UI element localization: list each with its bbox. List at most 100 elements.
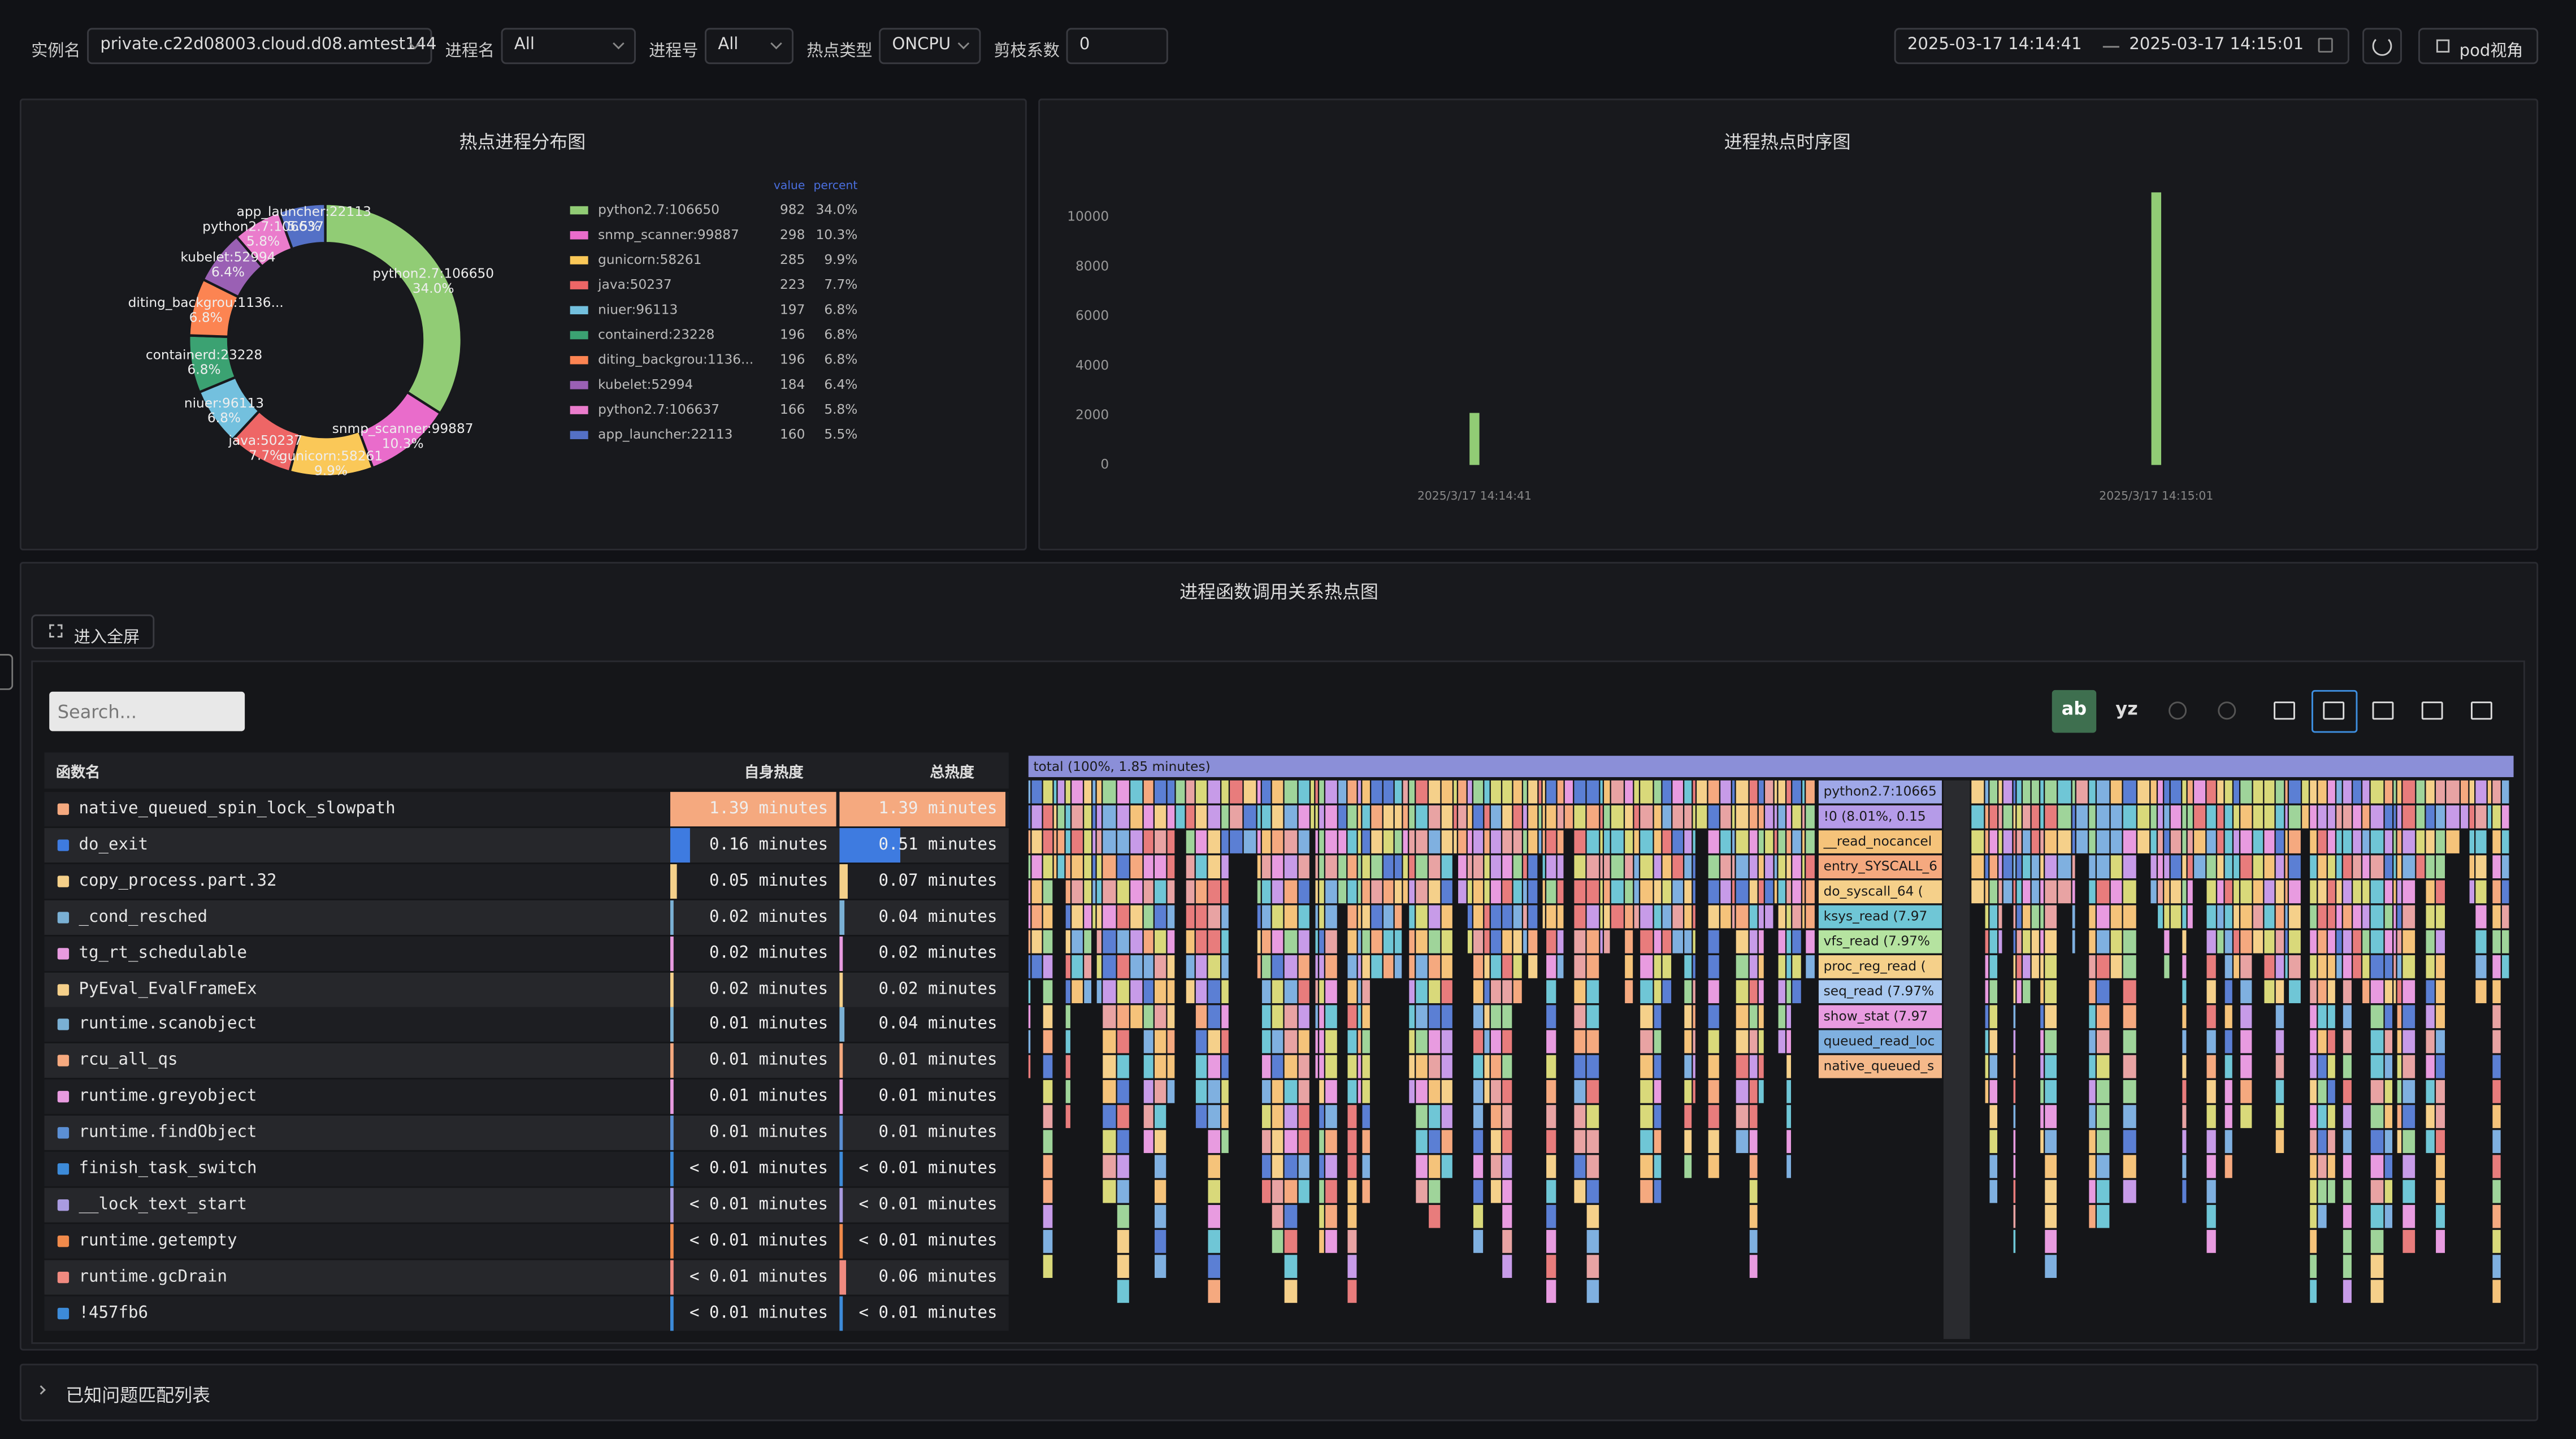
fullscreen-button[interactable] (31, 614, 155, 649)
flame-frame-block (1765, 855, 1773, 879)
y-tick-label: 10000 (1067, 209, 1109, 224)
table-row[interactable] (44, 1008, 1009, 1043)
flame-frame-block (2097, 880, 2110, 904)
flame-frame-block (2436, 880, 2445, 904)
flame-frame-block (1371, 905, 1382, 929)
search-placeholder: Search... (57, 701, 137, 723)
toolbar-active[interactable] (2312, 690, 2358, 733)
flame-frame-block (1502, 1255, 1512, 1278)
flame-frame-block (1284, 1105, 1298, 1128)
flame-frame-block (1806, 830, 1815, 853)
flame-frame-block (1985, 905, 1989, 929)
flame-frame-block (1261, 930, 1271, 953)
flame-frame-block (2123, 780, 2136, 804)
flame-frame-block (1319, 1155, 1324, 1178)
flame-frame-block (2206, 905, 2216, 929)
row-name: runtime.gcDrain (79, 1268, 228, 1286)
side-tab[interactable] (0, 653, 14, 690)
flame-frame-block (2397, 880, 2402, 904)
table-row[interactable] (44, 1295, 1009, 1330)
flame-frame-block (2384, 1180, 2392, 1203)
date-range[interactable] (1894, 28, 2349, 64)
toolbar-icon[interactable] (2421, 701, 2443, 720)
total-bar (839, 972, 843, 1007)
flame-frame-block (1736, 855, 1749, 879)
table-row[interactable] (44, 1043, 1009, 1078)
flame-frame-block (2234, 955, 2239, 978)
flame-frame-block (1261, 1080, 1271, 1103)
table-row[interactable] (44, 1151, 1009, 1186)
flame-frame-block (1383, 880, 1394, 904)
toolbar-yz[interactable]: yz (2115, 698, 2138, 720)
filter-select[interactable] (87, 28, 432, 64)
flame-frame-block (2285, 955, 2288, 978)
flame-frame-block (1684, 880, 1692, 904)
flame-frame-block (1347, 905, 1357, 929)
flame-frame-block (1786, 955, 1792, 978)
flame-frame-block (1371, 955, 1382, 978)
flame-frame-block (1362, 1030, 1370, 1054)
flame-frame-block (1708, 780, 1719, 804)
table-row[interactable] (44, 864, 1009, 899)
flame-frame-block (2170, 830, 2182, 853)
table-row[interactable] (44, 900, 1009, 935)
filter-select[interactable] (879, 28, 981, 64)
table-row[interactable] (44, 1116, 1009, 1151)
flame-frame-block (2475, 805, 2487, 829)
flame-frame-block (1284, 1130, 1298, 1154)
table-row[interactable] (44, 1080, 1009, 1115)
known-issues-panel[interactable] (19, 1363, 2539, 1421)
table-row[interactable] (44, 972, 1009, 1007)
flame-frame-block (1358, 805, 1361, 829)
prune-input[interactable] (1066, 28, 1168, 64)
flame-frame-block (1167, 1080, 1175, 1103)
filter-select[interactable] (705, 28, 794, 64)
flame-frame-block (2110, 855, 2122, 879)
flame-frame-block (1989, 1180, 1998, 1203)
toolbar-icon[interactable] (2372, 701, 2394, 720)
self-value: 0.02 minutes (709, 908, 829, 926)
flame-frame-block (1416, 1180, 1428, 1203)
flame-frame-block (1484, 980, 1490, 1003)
flame-frame-block (1458, 855, 1467, 879)
toolbar-icon[interactable] (2323, 701, 2345, 720)
toolbar-icon[interactable] (2470, 701, 2492, 720)
flame-frame-block (1490, 1155, 1501, 1178)
table-row[interactable] (44, 1187, 1009, 1223)
flame-frame-block (1167, 855, 1175, 879)
flame-frame-block (1325, 905, 1337, 929)
flame-frame-block (1284, 1230, 1298, 1253)
flame-frame-block (1130, 855, 1143, 879)
flame-frame-block (2123, 1030, 2136, 1054)
fullscreen-icon (49, 624, 63, 638)
flame-stack-label: __read_nocancel (1823, 834, 1932, 849)
table-row[interactable] (44, 1224, 1009, 1259)
table-row[interactable] (44, 1259, 1009, 1294)
pod-icon (2436, 39, 2450, 53)
toolbar-ab[interactable]: ab (2052, 690, 2097, 733)
search-input[interactable] (49, 691, 245, 731)
flame-frame-block (2013, 830, 2016, 853)
self-bar (670, 1295, 674, 1330)
pod-button[interactable] (2418, 28, 2539, 64)
table-row[interactable] (44, 935, 1009, 970)
toolbar-icon[interactable] (2274, 701, 2295, 720)
flame-frame-block (1416, 905, 1428, 929)
self-bar (670, 1259, 674, 1294)
filter-select[interactable] (501, 28, 636, 64)
flame-frame-block (2275, 955, 2284, 978)
flame-frame-block (2194, 805, 2206, 829)
flame-frame-block (1720, 905, 1731, 929)
slice-percent: 6.8% (207, 410, 241, 426)
flame-frame-block (1325, 880, 1337, 904)
legend-percent: 6.8% (824, 352, 857, 367)
flame-frame-block (1654, 1105, 1662, 1128)
flame-frame-block (1998, 805, 2002, 829)
flame-frame-block (1467, 805, 1472, 829)
flame-frame-block (1143, 830, 1153, 853)
flame-frame-block (1998, 830, 2002, 853)
flame-frame-block (1347, 805, 1357, 829)
legend-value: 285 (780, 252, 805, 267)
flame-frame-block (2182, 980, 2187, 1003)
flame-frame-block (1586, 905, 1599, 929)
